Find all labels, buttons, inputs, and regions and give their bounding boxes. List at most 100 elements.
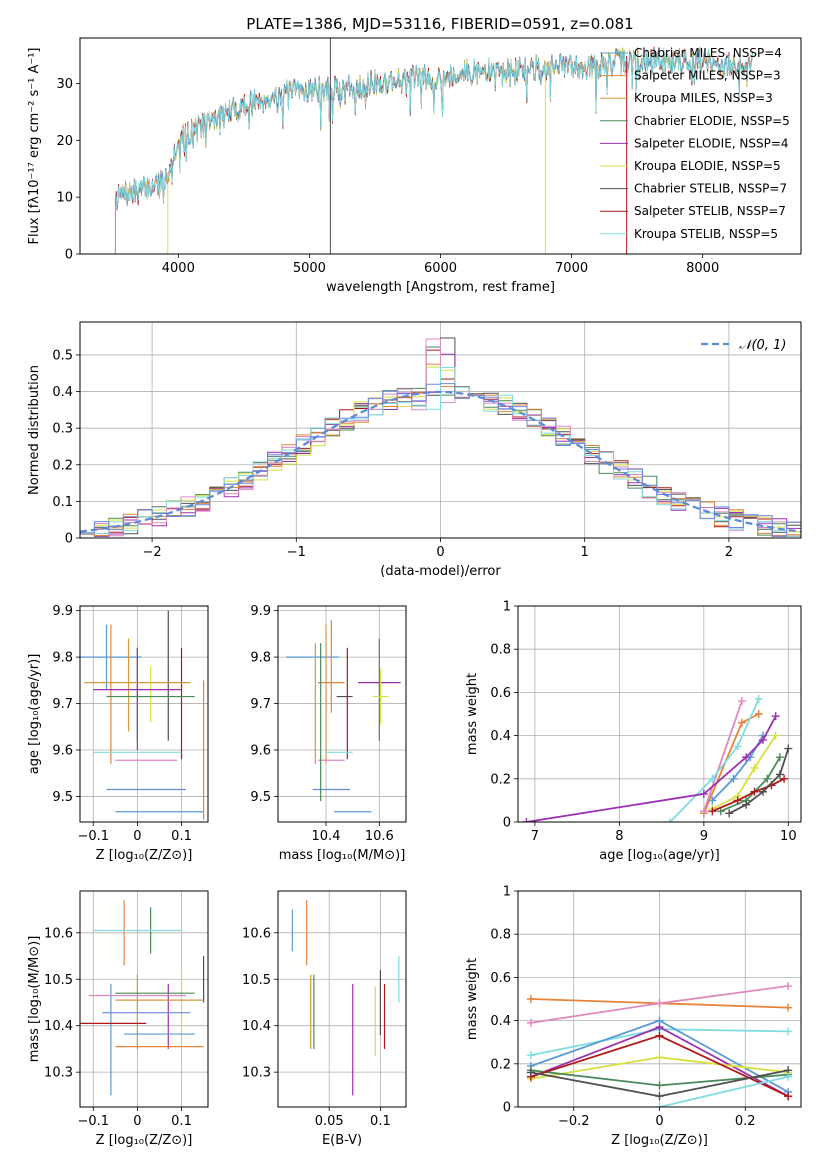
y-tick-label: 0.6 (490, 686, 511, 701)
x-axis-label: age [log₁₀(age/yr)] (599, 848, 720, 863)
weight-marker (750, 787, 759, 796)
x-axis-label: Z [log₁₀(Z/Z⊙)] (96, 848, 193, 863)
weight-marker (742, 800, 751, 809)
y-tick-label: 0.6 (490, 971, 511, 986)
weight-marker (733, 796, 742, 805)
axes-frame (277, 890, 407, 1108)
weight-marker (699, 789, 708, 798)
x-tick-label: 6000 (424, 261, 457, 276)
legend-entry: 𝒩(0, 1) (739, 338, 786, 353)
x-axis-label: mass [log₁₀(M/M⊙)] (279, 848, 406, 863)
plot-area (80, 606, 208, 822)
weight-marker (737, 718, 746, 727)
weight-marker (655, 1081, 664, 1090)
x-tick-label: 2 (725, 545, 733, 560)
y-tick-label: 9.5 (52, 790, 73, 805)
weight-marker (754, 710, 763, 718)
legend-entry: Chabrier ELODIE, NSSP=5 (634, 114, 790, 128)
x-tick-label: 0.1 (171, 1114, 192, 1129)
axes-frame (79, 890, 209, 1108)
weight-marker (655, 1053, 664, 1062)
weight-marker (655, 1092, 664, 1101)
weight-marker (708, 796, 717, 805)
legend-entry: Kroupa ELODIE, NSSP=5 (634, 159, 781, 173)
x-tick-label: 7000 (555, 261, 588, 276)
weight-marker (784, 1003, 793, 1012)
panel-mass-weight-vs-age: 7 8 9 10 0 0.2 0.4 0.6 0.8 1 age [log₁₀(age/yr)] ma… (465, 600, 802, 863)
y-tick-label: 0 (503, 816, 511, 831)
y-axis-label: Flux [fλ10⁻¹⁷ erg cm⁻² s⁻¹ A⁻¹] (27, 48, 42, 245)
weight-marker (784, 1027, 793, 1036)
y-tick-label: 0.5 (52, 348, 73, 363)
y-tick-label: 9.8 (52, 651, 73, 666)
weight-marker (708, 807, 717, 816)
weight-marker (775, 753, 784, 762)
weight-marker (655, 1103, 664, 1107)
y-tick-label: 10.6 (242, 926, 271, 941)
legend-entry: Kroupa MILES, NSSP=3 (634, 91, 773, 105)
y-tick-label: 9.5 (250, 790, 271, 805)
weight-marker (526, 1068, 535, 1077)
weight-marker (526, 1051, 535, 1060)
legend-entry: Salpeter MILES, NSSP=3 (634, 69, 781, 83)
x-tick-label: 9 (700, 829, 708, 844)
weight-series (711, 735, 777, 810)
weight-series (720, 756, 781, 813)
plot-area (518, 606, 801, 822)
y-tick-label: 0.8 (490, 643, 511, 658)
legend-entry: Salpeter STELIB, NSSP=7 (634, 204, 786, 218)
y-tick-label: 10.4 (242, 1019, 271, 1034)
weight-marker (526, 995, 535, 1003)
weight-marker (775, 770, 784, 779)
y-tick-label: 9.6 (250, 744, 271, 759)
x-tick-label: 10.6 (365, 829, 394, 844)
weight-marker (780, 774, 789, 783)
y-tick-label: 0.3 (52, 422, 73, 437)
weight-marker (699, 807, 708, 816)
weight-marker (729, 774, 738, 783)
y-tick-label: 10.4 (44, 1019, 73, 1034)
panel-age-vs-Z: −0.1 0 0.1 9.5 9.6 9.7 9.8 9.9 Z [log₁₀(Z/Z⊙)] ag… (27, 604, 209, 863)
weight-marker (771, 731, 780, 740)
y-axis-label: Normed distribution (27, 365, 42, 495)
y-tick-label: 0.4 (490, 729, 511, 744)
y-tick-label: 10.3 (44, 1066, 73, 1081)
x-axis-label: Z [log₁₀(Z/Z⊙)] (96, 1133, 193, 1148)
y-tick-label: 30 (56, 77, 73, 92)
axes-frame (277, 605, 407, 823)
weight-marker (737, 697, 746, 706)
axes-frame (517, 890, 802, 1108)
x-tick-label: 0.1 (370, 1114, 391, 1129)
weight-marker (784, 1072, 793, 1081)
y-axis-label: mass weight (465, 673, 480, 755)
panel-mass-weight-vs-Z: −0.2 0 0.2 0 0.2 0.4 0.6 0.8 1 Z [log₁₀(Z/Z⊙)] mas… (465, 885, 802, 1148)
y-tick-label: 9.7 (52, 697, 73, 712)
weight-series (711, 777, 785, 813)
axes-frame (79, 321, 802, 539)
weight-marker (771, 712, 780, 721)
y-tick-label: 9.8 (250, 651, 271, 666)
weight-marker (708, 774, 717, 783)
x-tick-label: −0.1 (77, 1114, 109, 1129)
plot-area (278, 606, 406, 822)
x-tick-label: −0.1 (77, 829, 109, 844)
weight-marker (526, 1018, 535, 1027)
weight-marker (758, 735, 767, 744)
legend-entry: Kroupa STELIB, NSSP=5 (634, 227, 778, 241)
x-tick-label: 7 (531, 829, 539, 844)
weight-marker (655, 999, 664, 1008)
weight-marker (784, 1092, 793, 1101)
y-tick-label: 9.9 (52, 604, 73, 619)
axes-frame (79, 37, 802, 255)
y-tick-label: 20 (56, 134, 73, 149)
weight-marker (666, 818, 675, 822)
weight-marker (522, 818, 531, 822)
y-tick-label: 9.9 (250, 604, 271, 619)
weight-series (703, 700, 743, 812)
weight-marker (655, 1023, 664, 1032)
y-tick-label: 9.7 (250, 697, 271, 712)
x-tick-label: −1 (287, 545, 306, 560)
histogram-series (80, 383, 801, 538)
x-tick-label: 8 (615, 829, 623, 844)
normal-curve (80, 390, 801, 533)
